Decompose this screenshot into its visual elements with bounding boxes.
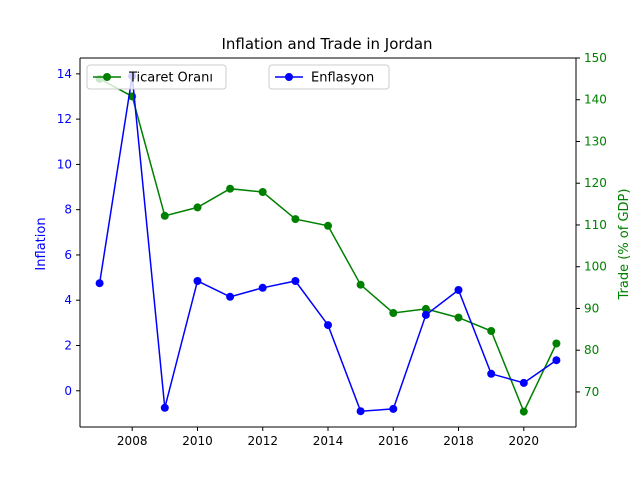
trade-data-point bbox=[356, 280, 365, 289]
left-tick-label: 14 bbox=[57, 67, 72, 81]
inflation-data-point bbox=[160, 403, 169, 412]
left-tick-label: 12 bbox=[57, 112, 72, 126]
inflation-data-point bbox=[226, 292, 235, 301]
inflation-legend-box bbox=[268, 64, 390, 90]
left-axis-label: Inflation bbox=[34, 217, 49, 270]
left-tick-label: 10 bbox=[57, 157, 72, 171]
inflation-legend-marker bbox=[285, 73, 293, 81]
trade-data-point bbox=[324, 221, 332, 230]
inflation-legend-label: Enflasyon bbox=[311, 71, 374, 86]
left-tick-label: 0 bbox=[64, 384, 72, 398]
inflation-data-point bbox=[389, 404, 398, 413]
trade-data-point bbox=[193, 203, 202, 212]
trade-legend-box bbox=[86, 64, 227, 90]
trade-data-point bbox=[160, 211, 169, 220]
inflation-data-point bbox=[291, 277, 300, 285]
plot-area: 2008 2010 2012 2014 2016 2018 2020 0 2 4 6 8 10 12 14 7… bbox=[57, 51, 607, 448]
trade-data-point bbox=[421, 304, 430, 313]
inflation-data-point bbox=[421, 310, 430, 319]
trade-data-point bbox=[291, 215, 300, 224]
inflation-data-point bbox=[519, 378, 528, 387]
trade-legend-label: Ticaret Oranı bbox=[128, 71, 213, 86]
trade-data-point bbox=[226, 184, 235, 193]
trade-data-point bbox=[454, 313, 463, 322]
inflation-data-point bbox=[324, 321, 332, 330]
right-tick-label: 110 bbox=[584, 218, 607, 232]
trade-data-point bbox=[552, 339, 561, 348]
x-tick-label: 2018 bbox=[443, 434, 474, 448]
left-tick-label: 6 bbox=[64, 248, 72, 262]
x-tick-label: 2020 bbox=[509, 434, 540, 448]
right-tick-label: 150 bbox=[584, 51, 607, 65]
right-tick-label: 140 bbox=[584, 93, 607, 107]
x-tick-label: 2012 bbox=[247, 434, 278, 448]
inflation-data-point bbox=[487, 369, 496, 378]
inflation-data-point bbox=[552, 356, 561, 365]
left-tick-label: 4 bbox=[64, 293, 72, 307]
trade-data-point bbox=[389, 309, 398, 317]
x-tick-label: 2010 bbox=[182, 434, 213, 448]
right-tick-label: 80 bbox=[584, 343, 599, 357]
inflation-series-line bbox=[98, 75, 557, 412]
right-tick-label: 90 bbox=[584, 301, 599, 315]
inflation-data-point bbox=[356, 407, 365, 416]
trade-series-line bbox=[99, 78, 558, 414]
x-tick-label: 2014 bbox=[313, 434, 344, 448]
trade-data-point bbox=[519, 407, 528, 416]
inflation-data-point bbox=[258, 283, 267, 292]
x-tick-label: 2008 bbox=[117, 434, 148, 448]
x-tick-label: 2016 bbox=[378, 434, 409, 448]
right-tick-label: 100 bbox=[584, 260, 607, 274]
left-tick-label: 2 bbox=[64, 339, 72, 353]
trade-legend-marker bbox=[103, 73, 111, 81]
trade-data-point bbox=[258, 188, 267, 196]
right-tick-label: 130 bbox=[584, 134, 607, 148]
trade-data-point bbox=[487, 327, 496, 335]
right-tick-label: 70 bbox=[584, 385, 599, 399]
right-tick-label: 120 bbox=[584, 176, 607, 190]
inflation-data-point bbox=[454, 286, 463, 294]
right-axis-label: Trade (% of GDP) bbox=[617, 189, 632, 301]
chart-title: Inflation and Trade in Jordan bbox=[221, 35, 432, 53]
inflation-data-point bbox=[95, 279, 104, 288]
left-tick-label: 8 bbox=[64, 203, 72, 217]
inflation-data-point bbox=[193, 277, 202, 285]
